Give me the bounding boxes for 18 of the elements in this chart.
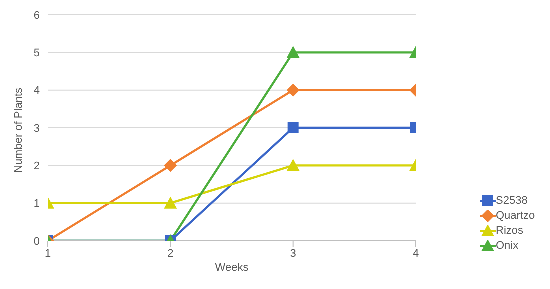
- y-tick-label: 3: [34, 122, 40, 135]
- y-tick-label: 4: [34, 85, 40, 98]
- y-tick-label: 2: [34, 160, 40, 173]
- y-tick-label: 5: [34, 48, 40, 60]
- y-tick-label: 6: [34, 10, 40, 22]
- x-tick-label: 4: [412, 248, 420, 260]
- y-axis-title: Number of Plants: [12, 88, 25, 173]
- legend-label: Rizos: [496, 224, 524, 236]
- y-tick-label: 0: [34, 236, 40, 248]
- legend-label: S2538: [496, 194, 528, 206]
- y-tick-label: 1: [34, 198, 40, 210]
- x-tick-label: 1: [44, 248, 52, 260]
- x-tick-label: 3: [290, 248, 296, 260]
- point: [286, 46, 300, 58]
- legend-label: Onix: [496, 240, 519, 252]
- x-axis-title: Weeks: [215, 262, 250, 274]
- legend-label: Quartzo: [496, 210, 536, 222]
- x-tick-label: 2: [168, 248, 174, 260]
